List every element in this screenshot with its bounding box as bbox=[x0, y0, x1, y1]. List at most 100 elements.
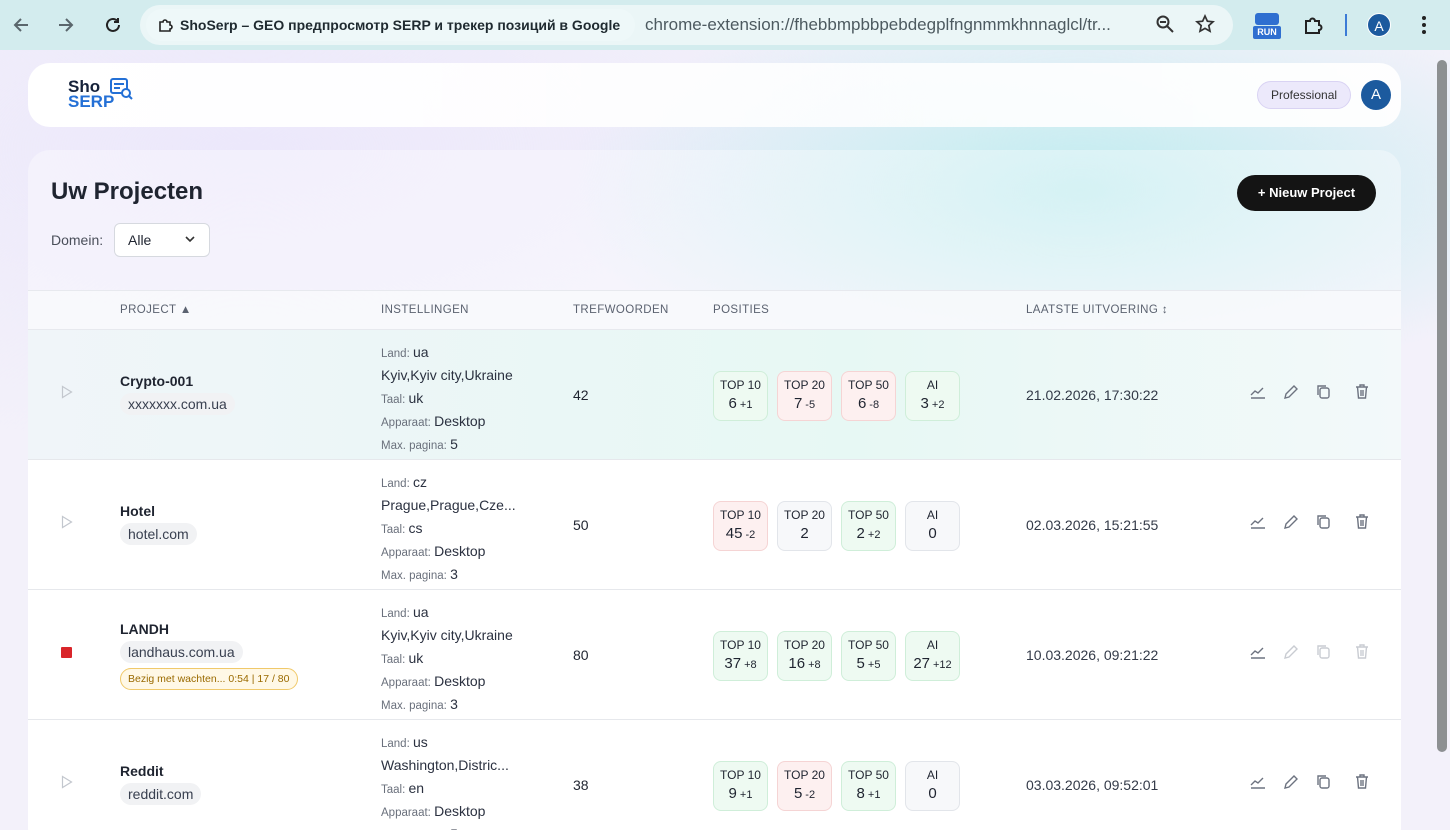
column-header[interactable]: PROJECT ▲ bbox=[120, 304, 192, 316]
setting-value: cs bbox=[408, 520, 423, 536]
run-extension[interactable]: RUN bbox=[1253, 13, 1283, 41]
back-button[interactable] bbox=[12, 16, 30, 34]
copy-action[interactable] bbox=[1315, 383, 1333, 401]
setting-line: Max. pagina: 3 bbox=[381, 694, 513, 717]
forward-button[interactable] bbox=[57, 16, 75, 34]
copy-action[interactable] bbox=[1315, 773, 1333, 791]
icon-shape bbox=[1250, 387, 1265, 399]
url[interactable]: chrome-extension://fhebbmpbbpebdegplfngn… bbox=[645, 15, 1111, 34]
last-run: 03.03.2026, 09:52:01 bbox=[1026, 777, 1159, 793]
copy-action[interactable] bbox=[1315, 513, 1333, 531]
trash-action[interactable] bbox=[1353, 383, 1371, 401]
icon-shape bbox=[106, 17, 120, 32]
filter-value: Alle bbox=[128, 232, 152, 248]
setting-value: cz bbox=[412, 474, 427, 490]
bookmark-star[interactable] bbox=[1195, 14, 1215, 34]
position-chip: AI 27 +12 bbox=[905, 631, 960, 681]
edit-action[interactable] bbox=[1282, 383, 1300, 401]
project-name[interactable]: Hotel bbox=[120, 503, 155, 519]
user-avatar[interactable]: A bbox=[1361, 80, 1391, 110]
icon-shape bbox=[1160, 21, 1174, 33]
trash-action bbox=[1353, 643, 1371, 661]
logo-text[interactable]: Sho bbox=[68, 77, 101, 96]
chip-value: 2 bbox=[800, 525, 809, 542]
edit-action[interactable] bbox=[1282, 513, 1300, 531]
icon-shape bbox=[159, 19, 173, 32]
chip-label: TOP 20 bbox=[784, 378, 825, 392]
icon-shape bbox=[1319, 517, 1330, 529]
setting-label: Taal: bbox=[381, 654, 406, 666]
icon-shape bbox=[110, 78, 128, 94]
project-name[interactable]: Crypto-001 bbox=[120, 373, 194, 389]
reload-button[interactable] bbox=[103, 15, 123, 35]
chip-value: 0 bbox=[928, 525, 937, 542]
setting-value: 5 bbox=[450, 436, 458, 452]
setting-value: Desktop bbox=[434, 413, 486, 429]
column-header: INSTELLINGEN bbox=[381, 304, 469, 316]
icon-shape bbox=[1422, 30, 1426, 34]
setting-label: Land: bbox=[381, 348, 410, 360]
keyword-count: 80 bbox=[573, 647, 589, 663]
icon-shape bbox=[128, 95, 133, 100]
chip-delta: +5 bbox=[867, 659, 881, 671]
settings: Land: ua Kyiv,Kyiv city,Ukraine Taal: uk Ap… bbox=[381, 342, 513, 457]
project-row: LANDH landhaus.com.ua Bezig met wachten...… bbox=[28, 590, 1401, 720]
extensions-button[interactable] bbox=[1302, 14, 1324, 36]
project-name[interactable]: LANDH bbox=[120, 621, 169, 637]
run-button[interactable] bbox=[61, 775, 73, 789]
run-button[interactable] bbox=[61, 515, 73, 529]
position-chip: TOP 10 45 -2 bbox=[713, 501, 768, 551]
chart-action[interactable] bbox=[1249, 643, 1267, 661]
page-chip[interactable]: ShoSerp – GEO предпросмотр SERP и трекер… bbox=[146, 9, 635, 41]
project-domain: xxxxxxx.com.ua bbox=[120, 393, 235, 415]
trash-action[interactable] bbox=[1353, 773, 1371, 791]
stop-button[interactable] bbox=[61, 647, 72, 658]
setting-value: Washington,Distric... bbox=[381, 757, 509, 773]
chart-action[interactable] bbox=[1249, 773, 1267, 791]
setting-value: us bbox=[412, 734, 428, 750]
position-chip: TOP 50 5 +5 bbox=[841, 631, 896, 681]
position-chip: TOP 20 5 -2 bbox=[777, 761, 832, 811]
project-name[interactable]: Reddit bbox=[120, 763, 164, 779]
icon bbox=[61, 515, 73, 529]
setting-line: Land: us bbox=[381, 732, 509, 755]
icon-shape bbox=[1422, 23, 1426, 27]
chip-value-line: 7 -5 bbox=[778, 395, 831, 412]
chart-action[interactable] bbox=[1249, 383, 1267, 401]
icon-shape bbox=[114, 83, 124, 89]
position-chip: TOP 20 2 bbox=[777, 501, 832, 551]
icon bbox=[61, 385, 73, 399]
scrollbar[interactable] bbox=[1437, 60, 1447, 752]
logo-icon bbox=[110, 78, 133, 100]
chip-label: TOP 20 bbox=[784, 638, 825, 652]
setting-value: uk bbox=[408, 390, 424, 406]
trash-action[interactable] bbox=[1353, 513, 1371, 531]
new-project-button[interactable]: + Nieuw Project bbox=[1237, 175, 1376, 211]
edit-action[interactable] bbox=[1282, 773, 1300, 791]
last-run: 21.02.2026, 17:30:22 bbox=[1026, 387, 1159, 403]
project-domain: landhaus.com.ua bbox=[120, 641, 243, 663]
icon-shape bbox=[1284, 515, 1298, 529]
logo-text[interactable]: SERP bbox=[68, 92, 115, 111]
setting-value: uk bbox=[408, 650, 424, 666]
icon-shape bbox=[59, 18, 74, 32]
chip-label: TOP 50 bbox=[848, 378, 889, 392]
run-button[interactable] bbox=[61, 385, 73, 399]
run-icon bbox=[1255, 13, 1279, 25]
zoom-icon[interactable] bbox=[1155, 14, 1175, 34]
setting-label: Land: bbox=[381, 478, 410, 490]
domain-filter[interactable]: Alle bbox=[114, 223, 210, 257]
column-header[interactable]: LAATSTE UITVOERING ↕ bbox=[1026, 304, 1168, 316]
setting-line: Apparaat: Desktop bbox=[381, 671, 513, 694]
icon bbox=[1356, 514, 1368, 529]
position-chip: TOP 10 37 +8 bbox=[713, 631, 768, 681]
menu-button[interactable] bbox=[1416, 14, 1432, 36]
icon bbox=[61, 775, 73, 789]
setting-value: 3 bbox=[450, 566, 458, 582]
chip-label: TOP 50 bbox=[848, 638, 889, 652]
chip-label: TOP 50 bbox=[848, 508, 889, 522]
icon-shape bbox=[13, 18, 28, 32]
profile-avatar[interactable]: A bbox=[1367, 13, 1391, 37]
chart-action[interactable] bbox=[1249, 513, 1267, 531]
